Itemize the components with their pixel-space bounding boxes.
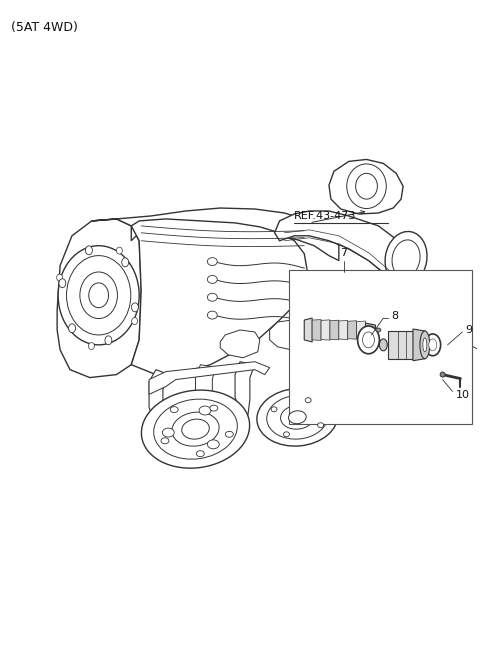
Polygon shape (131, 219, 307, 375)
Polygon shape (149, 369, 169, 427)
Polygon shape (195, 365, 216, 417)
Ellipse shape (257, 388, 338, 446)
Ellipse shape (392, 240, 420, 277)
Ellipse shape (161, 438, 169, 443)
Polygon shape (270, 320, 307, 350)
Ellipse shape (347, 164, 386, 209)
Polygon shape (388, 331, 413, 359)
Ellipse shape (305, 398, 311, 403)
Polygon shape (413, 329, 425, 361)
Ellipse shape (207, 293, 217, 301)
Ellipse shape (420, 331, 430, 359)
Polygon shape (57, 219, 141, 378)
Ellipse shape (196, 451, 204, 457)
Ellipse shape (284, 432, 289, 437)
Ellipse shape (425, 334, 441, 356)
Text: 7: 7 (340, 247, 348, 258)
Ellipse shape (142, 390, 250, 468)
Polygon shape (304, 318, 312, 342)
Ellipse shape (132, 318, 138, 325)
Ellipse shape (210, 405, 218, 411)
Ellipse shape (376, 328, 381, 332)
Ellipse shape (318, 422, 324, 428)
Ellipse shape (199, 406, 211, 415)
Ellipse shape (105, 336, 112, 345)
Polygon shape (220, 330, 260, 358)
Bar (289, 270, 472, 424)
Polygon shape (366, 323, 375, 337)
Polygon shape (235, 361, 255, 415)
Ellipse shape (89, 283, 108, 308)
Ellipse shape (207, 440, 219, 449)
Ellipse shape (207, 276, 217, 283)
Ellipse shape (67, 256, 131, 335)
Ellipse shape (88, 342, 95, 350)
Ellipse shape (170, 407, 178, 413)
Polygon shape (329, 159, 403, 214)
Ellipse shape (267, 396, 328, 439)
Text: 10: 10 (456, 390, 469, 400)
Ellipse shape (162, 428, 174, 437)
Ellipse shape (59, 279, 66, 288)
Ellipse shape (379, 339, 387, 351)
Ellipse shape (440, 372, 445, 377)
Ellipse shape (385, 232, 427, 286)
Polygon shape (348, 321, 357, 339)
Ellipse shape (122, 258, 129, 267)
Ellipse shape (117, 247, 122, 254)
Ellipse shape (207, 258, 217, 266)
Ellipse shape (356, 173, 377, 199)
Ellipse shape (154, 399, 237, 459)
Ellipse shape (58, 246, 139, 345)
Ellipse shape (288, 411, 306, 424)
Ellipse shape (85, 246, 92, 255)
Polygon shape (330, 320, 339, 340)
Ellipse shape (80, 272, 118, 319)
Text: 9: 9 (466, 325, 472, 335)
Ellipse shape (182, 419, 209, 439)
Ellipse shape (362, 332, 374, 348)
Polygon shape (275, 211, 406, 278)
Text: 8: 8 (391, 311, 398, 321)
Polygon shape (92, 208, 339, 260)
Ellipse shape (69, 324, 75, 333)
Ellipse shape (358, 326, 379, 354)
Ellipse shape (57, 274, 62, 281)
Ellipse shape (172, 412, 219, 446)
Ellipse shape (226, 431, 233, 438)
Text: (5AT 4WD): (5AT 4WD) (11, 20, 78, 33)
Ellipse shape (207, 311, 217, 319)
Polygon shape (312, 319, 321, 340)
Ellipse shape (280, 405, 314, 429)
Ellipse shape (271, 407, 277, 412)
Ellipse shape (423, 338, 427, 352)
Polygon shape (321, 320, 330, 340)
Polygon shape (149, 361, 270, 394)
Polygon shape (339, 321, 348, 340)
Ellipse shape (429, 339, 437, 351)
Text: REF.43-473: REF.43-473 (294, 211, 357, 221)
Ellipse shape (132, 303, 138, 312)
Polygon shape (357, 321, 366, 339)
